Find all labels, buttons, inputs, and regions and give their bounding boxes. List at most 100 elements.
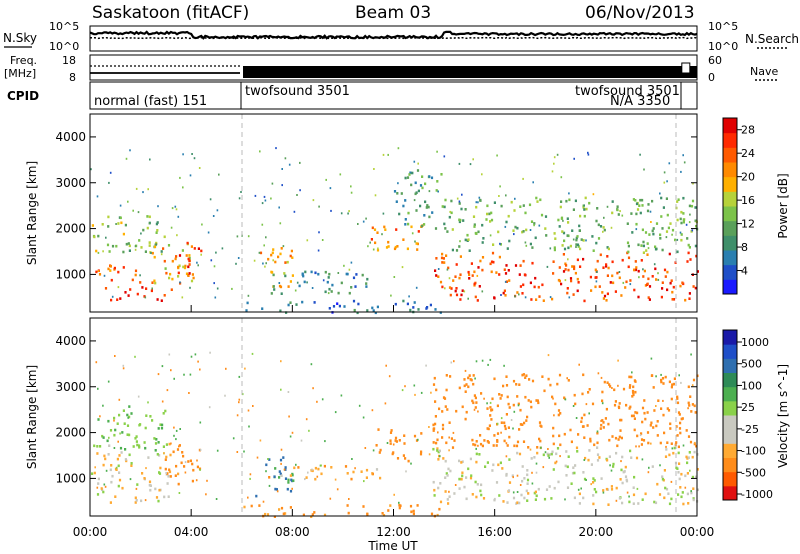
heatmap-cell — [461, 460, 464, 463]
heatmap-cell — [96, 445, 99, 448]
heatmap-cell — [297, 466, 300, 469]
heatmap-cell — [664, 375, 667, 379]
heatmap-cell — [668, 252, 671, 256]
heatmap-cell — [684, 298, 687, 302]
heatmap-cell — [695, 254, 698, 258]
heatmap-cell — [284, 477, 288, 480]
heatmap-cell — [485, 218, 488, 221]
heatmap-cell — [624, 286, 627, 289]
heatmap-cell — [268, 476, 271, 479]
heatmap-cell — [444, 476, 447, 479]
heatmap-cell — [149, 484, 152, 487]
heatmap-cell — [247, 409, 250, 412]
heatmap-cell — [592, 502, 595, 506]
heatmap-cell — [636, 411, 639, 415]
heatmap-cell — [606, 246, 609, 249]
heatmap-cell — [529, 281, 532, 285]
heatmap-cell — [362, 220, 365, 223]
heatmap-cell — [692, 497, 695, 500]
heatmap-cell — [440, 256, 444, 260]
heatmap-cell — [666, 288, 669, 292]
heatmap-cell — [651, 199, 654, 203]
heatmap-cell — [463, 378, 466, 381]
heatmap-cell — [122, 409, 125, 412]
heatmap-cell — [475, 452, 478, 456]
heatmap-cell — [128, 433, 131, 437]
heatmap-cell — [628, 375, 631, 379]
heatmap-cell — [246, 301, 249, 305]
heatmap-cell — [311, 513, 314, 516]
heatmap-cell — [143, 477, 146, 480]
heatmap-cell — [119, 297, 122, 300]
heatmap-cell — [620, 418, 623, 422]
heatmap-cell — [113, 419, 115, 422]
heatmap-cell — [191, 462, 194, 466]
heatmap-cell — [325, 178, 327, 181]
heatmap-cell — [569, 277, 573, 280]
heatmap-cell — [113, 268, 116, 271]
power-colorbar-swatch — [723, 235, 737, 251]
heatmap-cell — [626, 222, 629, 225]
heatmap-cell — [160, 253, 163, 256]
heatmap-cell — [193, 247, 196, 250]
heatmap-cell — [184, 264, 187, 268]
heatmap-cell — [587, 151, 589, 154]
heatmap-cell — [134, 273, 137, 277]
heatmap-cell — [280, 448, 283, 451]
heatmap-cell — [635, 202, 639, 206]
heatmap-cell — [473, 270, 476, 274]
heatmap-cell — [447, 467, 450, 471]
heatmap-cell — [596, 459, 600, 462]
power-colorbar-tick-label: 16 — [741, 194, 755, 207]
heatmap-cell — [622, 470, 625, 474]
heatmap-cell — [291, 431, 294, 434]
heatmap-cell — [685, 429, 688, 432]
heatmap-cell — [592, 481, 595, 484]
heatmap-cell — [610, 488, 614, 491]
heatmap-cell — [235, 262, 237, 265]
heatmap-cell — [452, 431, 455, 434]
heatmap-cell — [596, 430, 599, 433]
heatmap-cell — [615, 451, 618, 455]
heatmap-cell — [255, 494, 258, 498]
heatmap-cell — [209, 351, 211, 354]
heatmap-cell — [634, 411, 637, 414]
heatmap-cell — [529, 400, 532, 404]
heatmap-cell — [659, 441, 662, 445]
heatmap-cell — [549, 247, 552, 250]
heatmap-cell — [144, 426, 147, 430]
heatmap-cell — [521, 479, 524, 483]
heatmap-cell — [576, 235, 579, 238]
heatmap-cell — [157, 205, 159, 208]
heatmap-cell — [376, 231, 379, 234]
heatmap-cell — [598, 285, 601, 288]
heatmap-cell — [583, 204, 585, 207]
heatmap-cell — [237, 257, 240, 259]
heatmap-cell — [489, 414, 492, 417]
y-tick-label: 3000 — [55, 176, 86, 190]
heatmap-cell — [129, 149, 131, 152]
heatmap-cell — [594, 276, 597, 279]
heatmap-cell — [162, 445, 165, 448]
heatmap-cell — [157, 441, 160, 444]
heatmap-cell — [270, 292, 273, 295]
heatmap-cell — [663, 496, 666, 500]
heatmap-cell — [289, 280, 292, 283]
heatmap-cell — [553, 248, 556, 252]
heatmap-cell — [496, 422, 499, 425]
heatmap-cell — [585, 207, 588, 211]
heatmap-cell — [397, 182, 399, 185]
heatmap-cell — [189, 174, 192, 177]
heatmap-cell — [390, 429, 393, 432]
heatmap-cell — [137, 395, 140, 398]
heatmap-cell — [679, 431, 682, 435]
heatmap-cell — [563, 432, 566, 436]
heatmap-cell — [694, 411, 697, 414]
heatmap-cell — [477, 230, 480, 234]
cpid-mode-1: normal (fast) 151 — [94, 94, 207, 109]
heatmap-cell — [512, 496, 516, 500]
heatmap-cell — [536, 399, 539, 402]
heatmap-cell — [339, 173, 342, 176]
heatmap-cell — [675, 425, 678, 428]
heatmap-cell — [272, 259, 274, 262]
